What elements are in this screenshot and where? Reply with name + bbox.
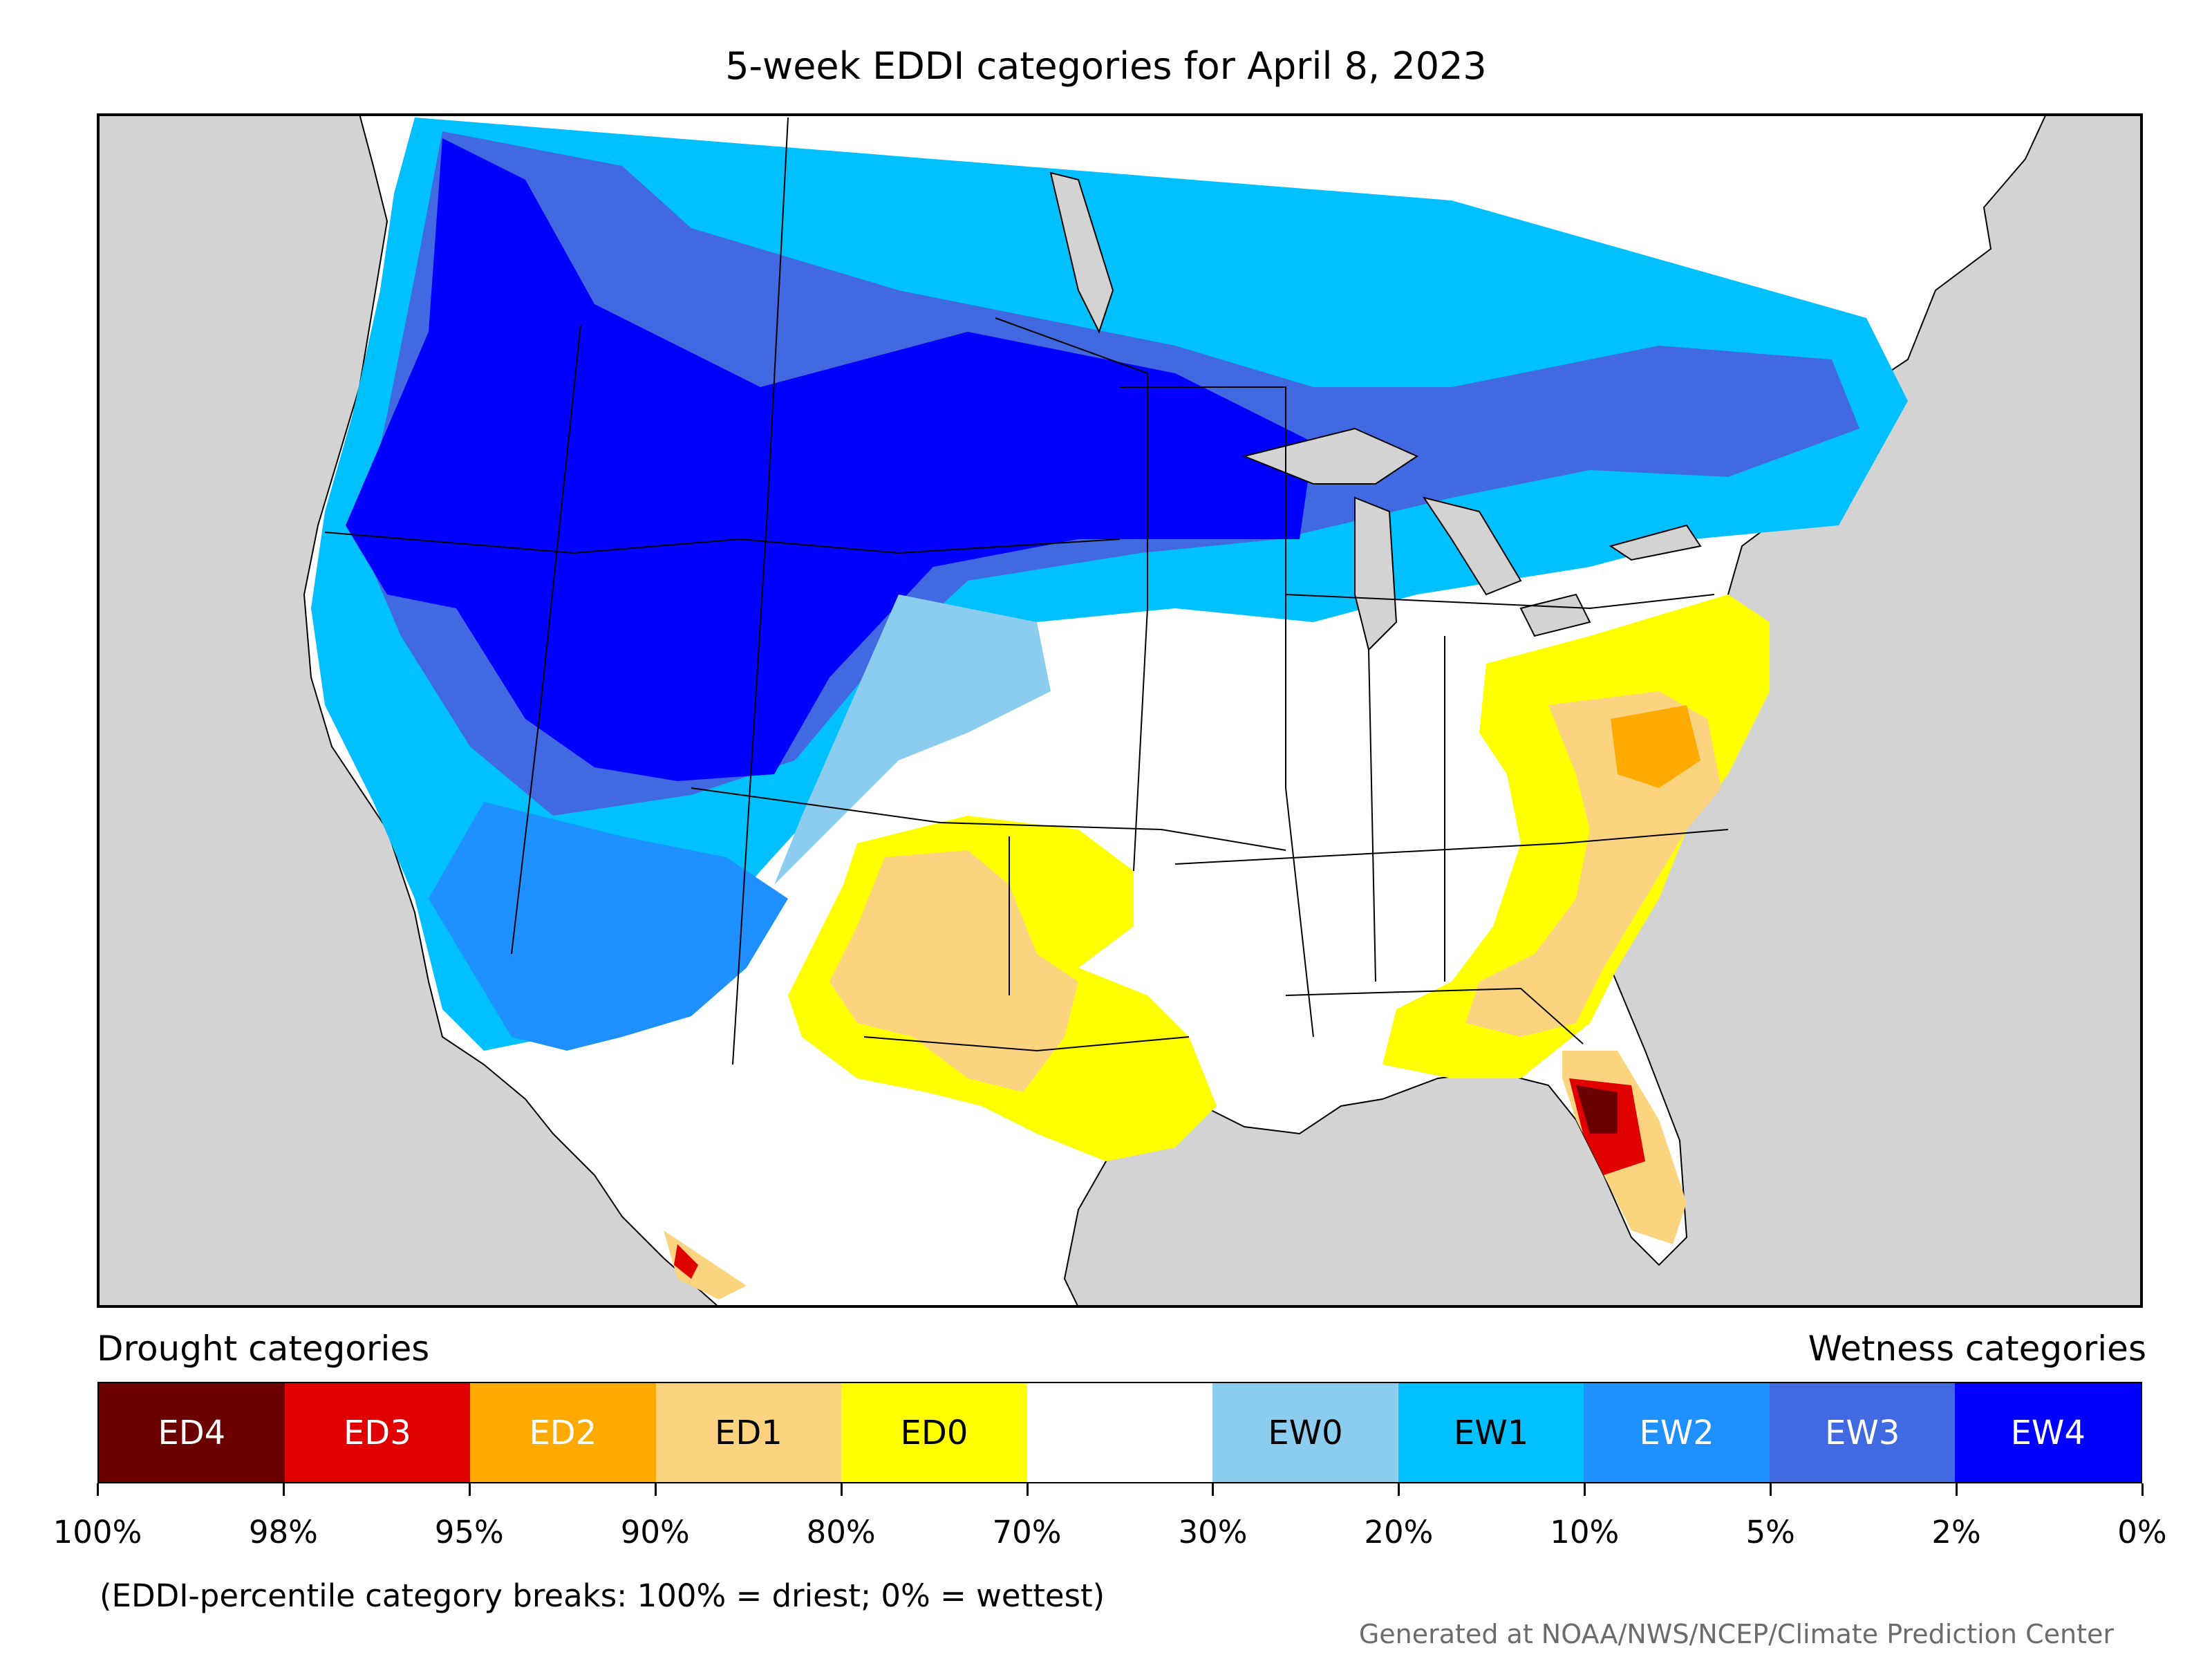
legend-cell-ed0: ED0 xyxy=(841,1383,1027,1482)
legend-cell-ed3: ED3 xyxy=(284,1383,471,1482)
ew2-region xyxy=(429,802,788,1051)
legend-tick xyxy=(2141,1483,2144,1496)
legend-cell-ed4: ED4 xyxy=(99,1383,285,1482)
legend-break-label: 20% xyxy=(1364,1514,1434,1550)
legend-break-label: 100% xyxy=(53,1514,142,1550)
florida-ed4 xyxy=(1576,1085,1618,1134)
legend-tick xyxy=(468,1483,471,1496)
legend-tick xyxy=(1212,1483,1215,1496)
legend-ticks xyxy=(97,1483,2144,1497)
legend-break-label: 98% xyxy=(248,1514,318,1550)
category-legend: ED4 ED3 ED2 ED1 ED0 EW0 EW1 EW2 EW3 EW4 xyxy=(97,1382,2142,1483)
legend-break-label: 30% xyxy=(1178,1514,1248,1550)
legend-break-label: 10% xyxy=(1550,1514,1620,1550)
hudson-bay xyxy=(1049,171,1114,334)
legend-break-label: 70% xyxy=(992,1514,1062,1550)
legend-break-label: 95% xyxy=(434,1514,504,1550)
wetness-categories-label: Wetness categories xyxy=(1808,1329,2146,1369)
ed1-region-plains xyxy=(830,850,1078,1092)
legend-cell-ew3: EW3 xyxy=(1769,1383,1956,1482)
legend-tick xyxy=(1584,1483,1586,1496)
legend-tick xyxy=(654,1483,657,1496)
legend-cell-ew0: EW0 xyxy=(1212,1383,1398,1482)
legend-tick xyxy=(282,1483,285,1496)
legend-break-label: 90% xyxy=(620,1514,690,1550)
legend-cell-ew4: EW4 xyxy=(1955,1383,2141,1482)
state-boundaries xyxy=(324,117,1729,1065)
great-lakes xyxy=(1241,427,1702,651)
legend-break-labels: 100% 98% 95% 90% 80% 70% 30% 20% 10% 5% 2% 0% xyxy=(53,1514,2167,1555)
legend-cell-ew1: EW1 xyxy=(1398,1383,1584,1482)
credit-text: Generated at NOAA/NWS/NCEP/Climate Predi… xyxy=(1358,1619,2114,1649)
legend-cell-ew2: EW2 xyxy=(1584,1383,1770,1482)
legend-tick xyxy=(840,1483,843,1496)
chart-title: 5-week EDDI categories for April 8, 2023 xyxy=(725,44,1487,88)
legend-cell-none xyxy=(1027,1383,1213,1482)
legend-break-label: 2% xyxy=(1931,1514,1981,1550)
legend-break-label: 5% xyxy=(1745,1514,1795,1550)
legend-tick xyxy=(1026,1483,1029,1496)
drought-categories-label: Drought categories xyxy=(97,1329,430,1369)
legend-tick xyxy=(1398,1483,1400,1496)
break-note: (EDDI-percentile category breaks: 100% =… xyxy=(100,1577,1105,1614)
legend-cell-ed1: ED1 xyxy=(655,1383,842,1482)
legend-tick xyxy=(1956,1483,1958,1496)
legend-tick xyxy=(97,1483,99,1496)
legend-tick xyxy=(1770,1483,1772,1496)
map-frame xyxy=(97,113,2143,1308)
legend-break-label: 80% xyxy=(806,1514,876,1550)
legend-cell-ed2: ED2 xyxy=(470,1383,656,1482)
ed2-region-east xyxy=(1611,705,1700,788)
mexico-dry xyxy=(664,1230,747,1300)
ew0-region xyxy=(774,594,1051,885)
ew4-region xyxy=(346,138,1313,781)
mexico-ed3 xyxy=(674,1244,698,1279)
legend-break-label: 0% xyxy=(2117,1514,2167,1550)
